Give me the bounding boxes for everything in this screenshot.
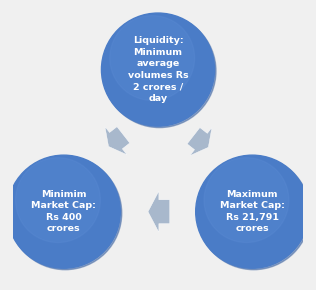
Circle shape (103, 14, 216, 128)
Text: Liquidity:
Minimum
average
volumes Rs
2 crores /
day: Liquidity: Minimum average volumes Rs 2 … (128, 37, 188, 103)
Circle shape (7, 155, 120, 268)
Circle shape (101, 13, 215, 126)
Text: Maximum
Market Cap:
Rs 21,791
crores: Maximum Market Cap: Rs 21,791 crores (220, 190, 285, 233)
Text: Minimim
Market Cap:
Rs 400
crores: Minimim Market Cap: Rs 400 crores (31, 190, 96, 233)
Polygon shape (187, 127, 212, 156)
Circle shape (15, 158, 100, 242)
Circle shape (204, 158, 289, 242)
Polygon shape (148, 191, 170, 232)
Circle shape (9, 157, 122, 270)
Circle shape (110, 16, 195, 100)
Polygon shape (105, 126, 130, 155)
Circle shape (196, 155, 309, 268)
Circle shape (197, 157, 310, 270)
